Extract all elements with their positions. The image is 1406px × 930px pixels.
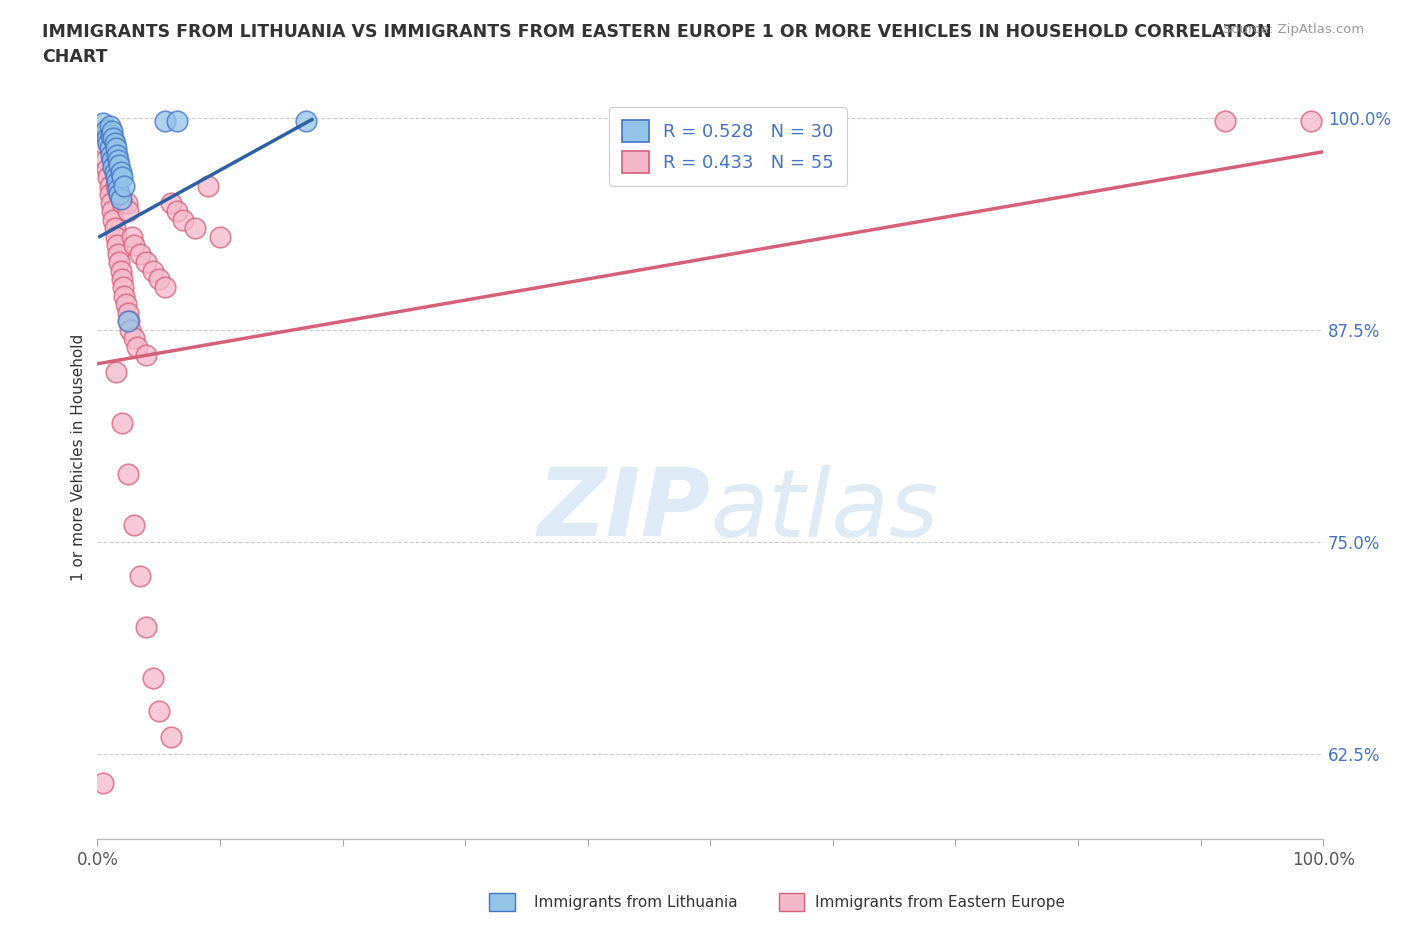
Point (135, 619, 157, 634)
Point (98, 141, 121, 156)
Point (129, 568, 152, 583)
Point (93, 776, 115, 790)
Point (105, 238, 128, 253)
Point (110, 192, 132, 206)
Point (93, 136, 115, 151)
Point (135, 348, 157, 363)
Point (114, 297, 136, 312)
Point (141, 263, 163, 278)
Point (129, 246, 152, 261)
Point (96, 131, 118, 146)
Point (103, 165, 125, 179)
Point (117, 467, 139, 482)
Point (98, 119, 121, 134)
Point (115, 195, 138, 210)
Point (112, 280, 135, 295)
Point (112, 288, 135, 303)
Point (197, 179, 219, 193)
Point (97, 136, 120, 151)
Point (101, 153, 124, 167)
Point (100, 195, 122, 210)
Point (111, 170, 134, 185)
Point (103, 136, 125, 151)
Point (122, 238, 145, 253)
Point (148, 704, 170, 719)
Point (153, 280, 176, 295)
Point (97, 170, 120, 185)
Point (101, 204, 124, 219)
Point (108, 187, 131, 202)
Point (112, 179, 135, 193)
Point (103, 220, 125, 235)
Text: IMMIGRANTS FROM LITHUANIA VS IMMIGRANTS FROM EASTERN EUROPE 1 OR MORE VEHICLES I: IMMIGRANTS FROM LITHUANIA VS IMMIGRANTS … (42, 23, 1272, 41)
Point (108, 255, 131, 270)
Point (122, 517, 145, 532)
Text: Source: ZipAtlas.com: Source: ZipAtlas.com (1223, 23, 1364, 36)
Point (160, 729, 183, 744)
Point (111, 195, 134, 210)
Point (101, 124, 124, 139)
Point (208, 229, 231, 244)
Point (93, 115, 115, 130)
Point (94, 153, 117, 167)
Point (141, 671, 163, 685)
Point (122, 331, 145, 346)
Point (294, 113, 316, 128)
Point (104, 179, 127, 193)
Point (103, 160, 125, 175)
Point (104, 141, 127, 156)
Text: Immigrants from Eastern Europe: Immigrants from Eastern Europe (815, 895, 1066, 910)
Point (108, 187, 131, 202)
Text: CHART: CHART (42, 48, 108, 66)
Point (105, 148, 128, 163)
Point (111, 272, 134, 286)
Point (166, 113, 188, 128)
Point (100, 127, 122, 142)
Point (148, 272, 170, 286)
Point (117, 204, 139, 219)
Point (104, 170, 127, 185)
Point (111, 416, 134, 431)
Point (121, 229, 143, 244)
Point (107, 181, 129, 196)
Point (98, 187, 121, 202)
Point (107, 153, 129, 167)
Point (118, 314, 141, 329)
Point (100, 148, 122, 163)
Point (98, 179, 121, 193)
Point (103, 212, 125, 227)
Point (184, 220, 207, 235)
Point (117, 314, 139, 329)
Point (104, 229, 127, 244)
Point (153, 113, 176, 128)
Point (117, 305, 139, 320)
Point (135, 255, 157, 270)
Point (110, 165, 132, 179)
Point (104, 365, 127, 379)
Text: Immigrants from Lithuania: Immigrants from Lithuania (534, 895, 738, 910)
Text: atlas: atlas (710, 465, 938, 556)
Point (172, 212, 194, 227)
Point (120, 323, 142, 338)
Legend: R = 0.528   N = 30, R = 0.433   N = 55: R = 0.528 N = 30, R = 0.433 N = 55 (609, 107, 846, 186)
Point (166, 204, 188, 219)
Point (105, 175, 128, 190)
Point (96, 161, 118, 176)
Point (108, 158, 131, 173)
Y-axis label: 1 or more Vehicles in Household: 1 or more Vehicles in Household (72, 334, 86, 580)
Point (103, 131, 125, 146)
Point (160, 195, 183, 210)
Point (125, 339, 148, 354)
Point (94, 122, 117, 137)
Text: ZIP: ZIP (537, 464, 710, 556)
Point (107, 246, 129, 261)
Point (1299, 113, 1322, 128)
Point (1213, 113, 1236, 128)
Point (110, 263, 132, 278)
